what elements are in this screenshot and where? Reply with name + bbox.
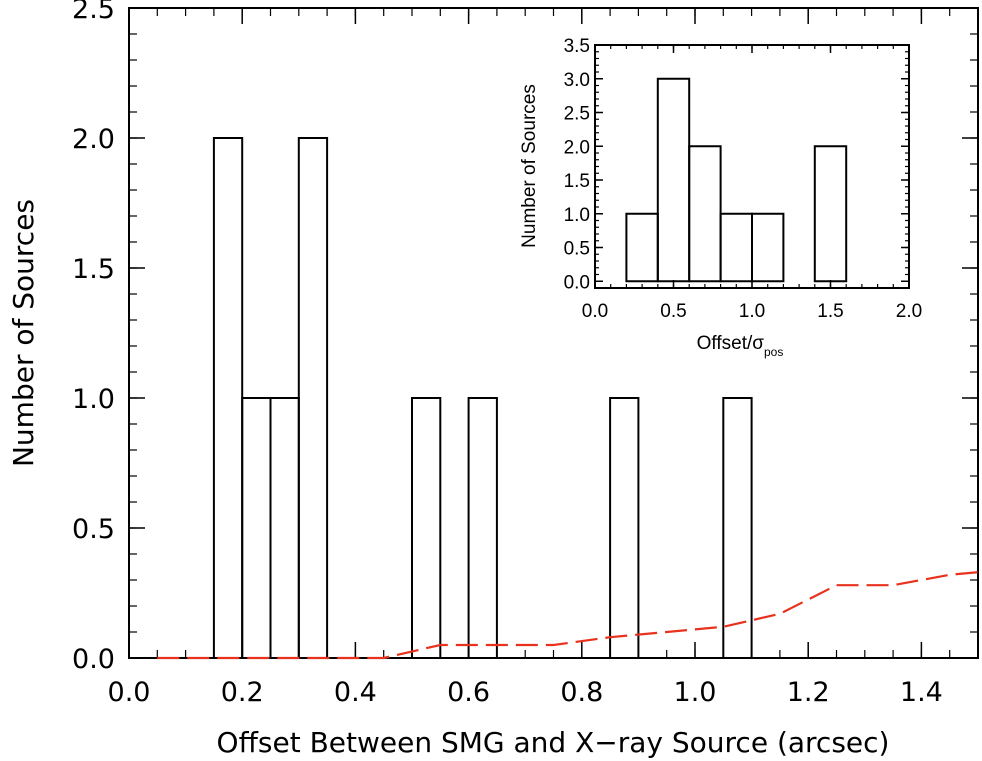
inset-axis-ticks xyxy=(594,44,910,289)
main-y-tick-label: 1.0 xyxy=(72,384,115,415)
inset-tick-labels: 0.0 0.5 1.0 1.5 2.0 0.0 0.5 1.0 1.5 2.0 2.5 3.0 3.5 xyxy=(564,36,923,322)
inset-x-tick-label: 1.0 xyxy=(739,301,765,322)
inset-y-tick-label: 1.0 xyxy=(564,205,590,226)
inset-x-axis-title-main: Offset/σ xyxy=(697,333,765,354)
main-histogram-bar xyxy=(722,397,753,659)
inset-y-tick-label: 3.0 xyxy=(564,70,590,91)
main-x-tick-label: 0.8 xyxy=(560,677,603,708)
inset-y-tick-label: 3.5 xyxy=(564,36,590,57)
main-y-tick-label: 0.0 xyxy=(72,644,115,675)
main-y-tick-label: 2.0 xyxy=(72,124,115,155)
inset-x-tick-label: 0.0 xyxy=(582,301,608,322)
main-histogram-bar xyxy=(269,397,300,659)
main-x-tick-label: 0.2 xyxy=(221,677,264,708)
inset-x-axis-title: Offset/σpos xyxy=(697,333,784,359)
inset-y-tick-label: 0.5 xyxy=(564,239,590,260)
inset-histogram-bar xyxy=(719,212,753,283)
main-histogram-bar xyxy=(297,137,329,659)
main-x-tick-label: 1.0 xyxy=(674,677,717,708)
inset-histogram-bar xyxy=(813,145,848,283)
main-x-tick-label: 0.4 xyxy=(334,677,377,708)
main-series-layer xyxy=(157,571,979,660)
inset-y-tick-label: 0.0 xyxy=(564,272,590,293)
main-histogram-bar xyxy=(467,397,498,659)
main-x-tick-label: 0.0 xyxy=(108,677,151,708)
main-y-tick-label: 1.5 xyxy=(72,254,115,285)
inset-y-axis-title: Number of Sources xyxy=(519,84,540,248)
main-y-tick-label: 2.5 xyxy=(72,0,115,25)
main-histogram-bar xyxy=(609,397,640,659)
inset-histogram-bar xyxy=(688,145,722,283)
inset-histogram xyxy=(625,77,848,283)
inset-y-tick-label: 2.0 xyxy=(564,137,590,158)
main-dashed-series-line xyxy=(157,571,979,660)
inset-histogram-bar xyxy=(656,77,691,283)
inset-x-tick-label: 0.5 xyxy=(660,301,686,322)
main-tick-labels: 0.0 0.2 0.4 0.6 0.8 1.0 1.2 1.4 0.0 0.5 1.0 1.5 2.0 2… xyxy=(72,0,943,708)
main-x-axis-title: Offset Between SMG and X−ray Source (arc… xyxy=(217,726,890,759)
main-histogram-bar xyxy=(411,397,442,659)
main-y-axis-title: Number of Sources xyxy=(7,199,40,467)
main-histogram-bar xyxy=(241,397,272,659)
inset-x-axis-title-subscript: pos xyxy=(764,345,783,359)
main-histogram xyxy=(212,137,753,659)
main-y-tick-label: 0.5 xyxy=(72,514,115,545)
main-axis-ticks xyxy=(128,7,979,659)
main-x-tick-label: 0.6 xyxy=(447,677,490,708)
inset-histogram-bar xyxy=(751,212,785,283)
inset-x-tick-label: 2.0 xyxy=(896,301,922,322)
inset-y-tick-label: 1.5 xyxy=(564,171,590,192)
main-x-tick-label: 1.4 xyxy=(900,677,943,708)
inset-histogram-bar xyxy=(625,212,659,283)
main-x-tick-label: 1.2 xyxy=(787,677,830,708)
main-plot-frame xyxy=(128,7,979,659)
inset-y-tick-label: 2.5 xyxy=(564,104,590,125)
main-histogram-bar xyxy=(212,137,244,659)
inset-x-tick-label: 1.5 xyxy=(817,301,843,322)
